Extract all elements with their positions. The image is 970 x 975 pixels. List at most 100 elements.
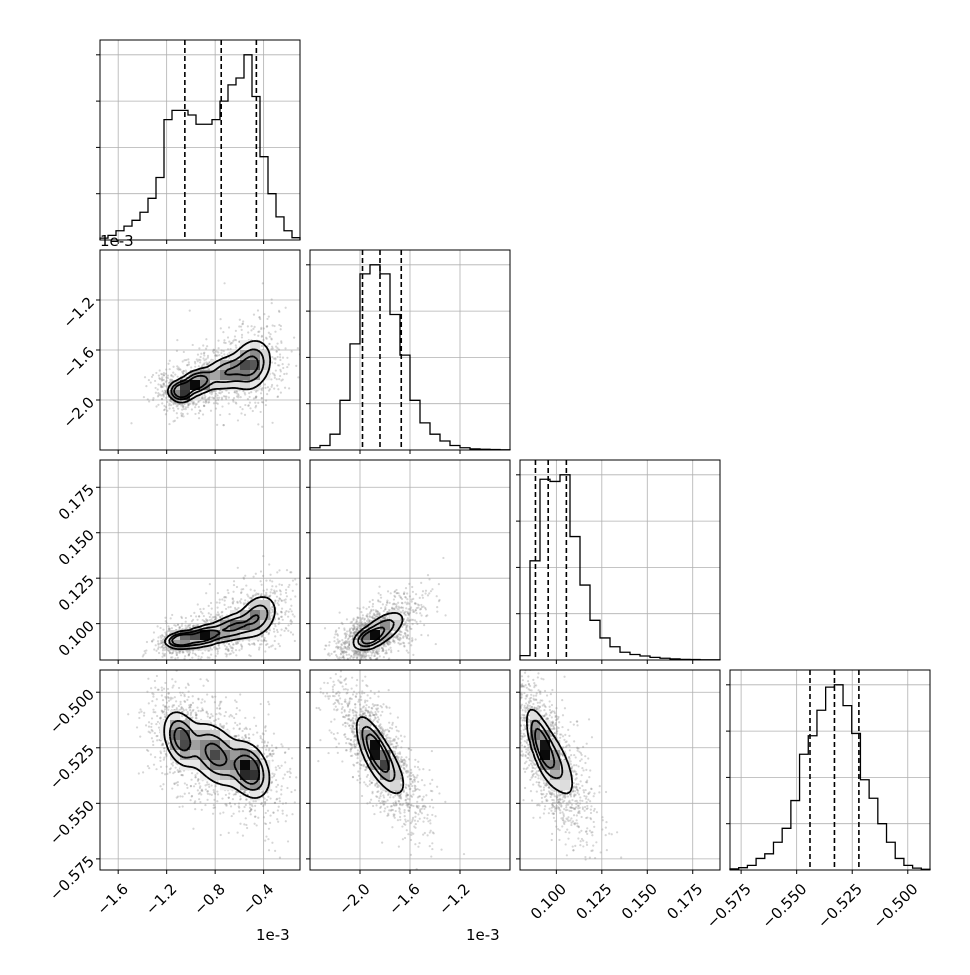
scatter-point	[195, 717, 197, 719]
scatter-point	[248, 733, 250, 735]
scatter-point	[147, 765, 149, 767]
scatter-point	[264, 637, 266, 639]
scatter-point	[263, 816, 265, 818]
scatter-point	[168, 423, 170, 425]
scatter-point	[335, 667, 337, 669]
scatter-point	[155, 705, 157, 707]
scatter-point	[192, 828, 194, 830]
scatter-point	[225, 648, 227, 650]
scatter-point	[193, 612, 195, 614]
scatter-point	[189, 310, 191, 312]
scatter-point	[324, 648, 326, 650]
scatter-point	[219, 318, 221, 320]
scatter-point	[270, 789, 272, 791]
scatter-point	[176, 417, 178, 419]
scatter-point	[273, 733, 275, 735]
scatter-point	[279, 356, 281, 358]
scatter-point	[144, 650, 146, 652]
hist-panel-0	[96, 40, 300, 244]
scatter-point	[240, 396, 242, 398]
scatter-point	[235, 339, 237, 341]
scatter-point	[188, 403, 190, 405]
scatter-point	[280, 611, 282, 613]
scatter-point	[167, 688, 169, 690]
scatter-point	[207, 357, 209, 359]
scatter-point	[176, 339, 178, 341]
scatter-point	[217, 607, 219, 609]
scatter-point	[148, 400, 150, 402]
scatter-point	[166, 634, 168, 636]
scatter-point	[199, 359, 201, 361]
scatter-point	[278, 583, 280, 585]
scatter-point	[272, 644, 274, 646]
scatter-point	[216, 800, 218, 802]
scatter-point	[231, 815, 233, 817]
scatter-point	[275, 798, 277, 800]
scatter-point	[200, 356, 202, 358]
scatter-point	[172, 420, 174, 422]
density-layer	[311, 557, 446, 693]
scatter-point	[215, 655, 217, 657]
scatter-point	[146, 641, 148, 643]
scatter-point	[204, 804, 206, 806]
scatter-point	[412, 623, 414, 625]
scatter-point	[320, 634, 322, 636]
hist-panel-1	[306, 250, 510, 454]
scatter-point	[193, 660, 195, 662]
scatter-point	[163, 383, 165, 385]
scatter-point	[240, 643, 242, 645]
scatter-point	[280, 765, 282, 767]
scatter-point	[177, 366, 179, 368]
scatter-point	[270, 591, 272, 593]
scatter-point	[258, 648, 260, 650]
scatter-point	[300, 595, 302, 597]
scatter-point	[239, 795, 241, 797]
scatter-point	[290, 598, 292, 600]
scatter-point	[261, 741, 263, 743]
scatter-point	[263, 742, 265, 744]
scatter-point	[291, 350, 293, 352]
scatter-point	[273, 325, 275, 327]
scatter-point	[285, 592, 287, 594]
scatter-point	[196, 772, 198, 774]
scatter-point	[216, 601, 218, 603]
scatter-point	[161, 402, 163, 404]
scatter-point	[208, 605, 210, 607]
scatter-point	[171, 678, 173, 680]
scatter-point	[159, 393, 161, 395]
scatter-point	[193, 785, 195, 787]
scatter-point	[209, 717, 211, 719]
scatter-point	[401, 598, 403, 600]
scatter-point	[249, 644, 251, 646]
scatter-point	[210, 602, 212, 604]
scatter-point	[167, 709, 169, 711]
scatter-point	[159, 785, 161, 787]
scatter-point	[239, 709, 241, 711]
scatter-point	[270, 797, 272, 799]
scatter-point	[172, 772, 174, 774]
scatter-point	[182, 360, 184, 362]
scatter-point	[279, 645, 281, 647]
scatter-point	[174, 374, 176, 376]
scatter-point	[169, 360, 171, 362]
scatter-point	[162, 652, 164, 654]
scatter-point	[232, 400, 234, 402]
scatter-point	[213, 397, 215, 399]
scatter-point	[277, 364, 279, 366]
scatter-point	[216, 791, 218, 793]
scatter-point	[198, 417, 200, 419]
scatter-point	[264, 726, 266, 728]
scatter-point	[164, 653, 166, 655]
scatter-point	[163, 747, 165, 749]
scatter-point	[197, 789, 199, 791]
scatter-point	[253, 314, 255, 316]
scatter-point	[248, 801, 250, 803]
scatter-point	[208, 657, 210, 659]
scatter-point	[195, 654, 197, 656]
scatter-point	[287, 624, 289, 626]
scatter-point	[221, 797, 223, 799]
scatter-point	[145, 385, 147, 387]
scatter-point	[205, 788, 207, 790]
scatter-point	[172, 761, 174, 763]
